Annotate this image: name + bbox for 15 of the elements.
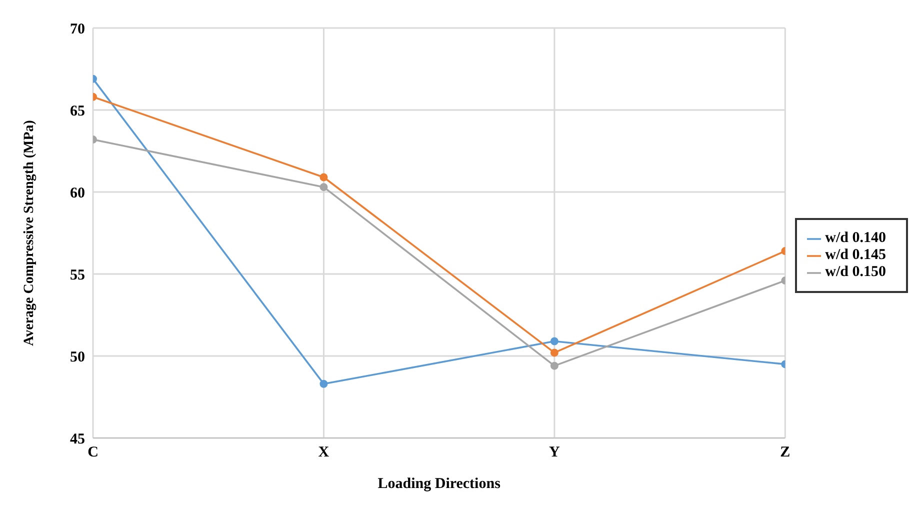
x-tick-label: Z <box>780 444 790 461</box>
y-tick-label: 65 <box>70 103 85 120</box>
legend-label: w/d 0.145 <box>825 247 886 263</box>
x-tick-label: C <box>88 444 98 461</box>
x-tick-label: X <box>318 444 330 461</box>
y-tick-label: 55 <box>70 267 85 284</box>
legend-label: w/d 0.150 <box>825 264 886 280</box>
x-axis-title: Loading Directions <box>378 476 501 492</box>
x-tick-label: Y <box>549 444 560 461</box>
y-tick-label: 60 <box>70 185 85 202</box>
y-tick-label: 50 <box>70 349 85 366</box>
y-axis-title: Average Compressive Strength (MPa) <box>22 120 37 346</box>
legend-label: w/d 0.140 <box>825 230 886 246</box>
y-tick-label: 70 <box>70 21 85 38</box>
y-tick-label: 45 <box>70 431 85 448</box>
